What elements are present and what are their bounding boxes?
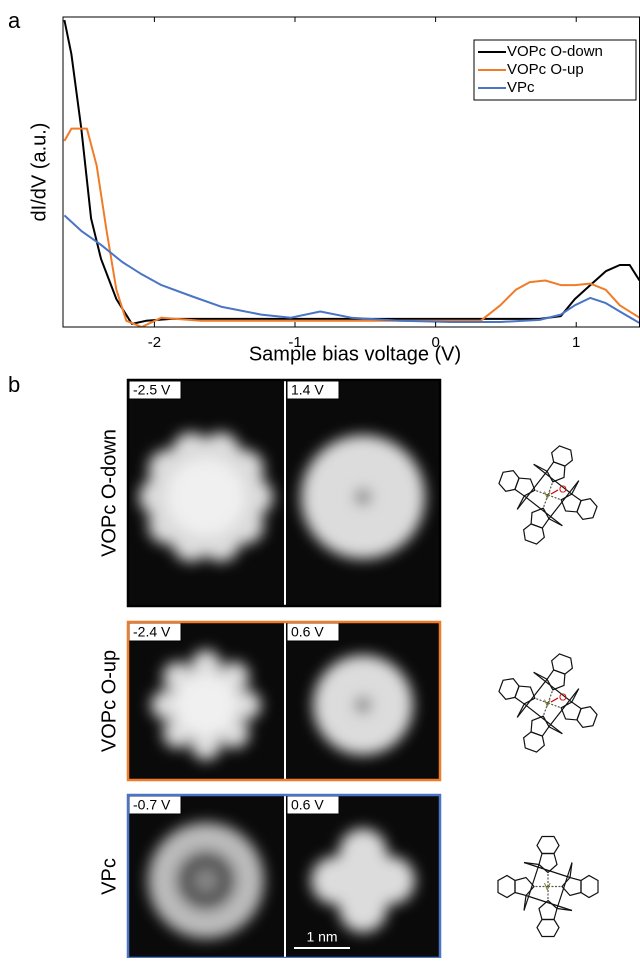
data-line	[63, 214, 640, 324]
bridge	[533, 671, 573, 703]
coord-bond	[542, 494, 549, 509]
atom-label: V	[544, 882, 551, 893]
stm-contrast	[301, 435, 425, 559]
atom-label: V	[544, 699, 551, 710]
bridge	[523, 495, 563, 527]
voltage-label: 0.6 V	[291, 797, 324, 813]
data-line	[63, 127, 640, 327]
core	[194, 868, 218, 893]
bridge	[523, 861, 571, 879]
lobe	[167, 458, 245, 536]
legend-label: VPc	[507, 79, 535, 96]
core	[355, 697, 371, 713]
molecule	[498, 653, 598, 753]
y-axis-label: dI/dV (a.u.)	[28, 123, 50, 222]
atom-label: V	[544, 491, 551, 502]
ring	[538, 852, 558, 874]
ring	[536, 918, 560, 938]
bridge	[523, 864, 540, 911]
atom-label: O	[559, 693, 567, 704]
ring	[551, 653, 574, 675]
x-tick-label: 0	[431, 334, 439, 351]
ring	[522, 523, 545, 545]
scale-bar-label: 1 nm	[306, 929, 337, 945]
legend-label: VOPc O-down	[507, 43, 603, 60]
ring	[497, 874, 516, 899]
data-line	[63, 19, 640, 325]
oxo-bond	[550, 697, 559, 703]
ring	[498, 677, 520, 700]
lobe	[339, 856, 387, 905]
lobe	[174, 673, 238, 737]
bridge	[516, 678, 548, 718]
voltage-label: -2.4 V	[133, 624, 171, 640]
lobe	[151, 690, 181, 720]
x-tick-label: -1	[288, 334, 301, 351]
panel-label: b	[8, 372, 20, 397]
row-label: VOPc O-down	[98, 429, 120, 557]
stm-contrast	[313, 655, 413, 755]
ring	[551, 445, 574, 467]
row-label: VPc	[98, 858, 120, 895]
molecule	[497, 835, 599, 938]
voltage-label: -2.5 V	[133, 382, 171, 398]
ring	[580, 874, 599, 899]
oxo-bond	[550, 489, 559, 495]
ring	[536, 835, 560, 855]
plot-area	[63, 19, 640, 327]
x-tick-label: -2	[148, 334, 161, 351]
image-frame	[126, 620, 442, 782]
bridge	[523, 703, 563, 735]
ring	[522, 731, 545, 753]
bridge	[548, 688, 580, 728]
panel-label: a	[8, 8, 21, 33]
lobe	[231, 690, 261, 720]
stm-contrast	[139, 432, 273, 562]
bridge	[525, 894, 573, 912]
x-axis-label: Sample bias voltage (V)	[249, 343, 461, 365]
bridge	[533, 463, 573, 495]
voltage-label: -0.7 V	[133, 797, 171, 813]
ring	[498, 469, 520, 492]
stm-contrast	[151, 650, 261, 760]
x-tick-label: 1	[572, 334, 580, 351]
bridge	[516, 470, 548, 510]
bridge	[556, 862, 573, 909]
lobe	[191, 650, 221, 680]
ring	[514, 876, 535, 897]
ring	[576, 706, 598, 729]
ring	[576, 498, 598, 521]
lobe	[191, 730, 221, 760]
ring	[538, 899, 558, 921]
row-label: VOPc O-up	[98, 650, 120, 752]
stm-contrast	[311, 828, 415, 933]
coord-bond	[547, 481, 554, 496]
stm-contrast	[148, 822, 264, 939]
ring	[561, 876, 582, 897]
bridge	[548, 480, 580, 520]
image-frame	[126, 378, 442, 608]
core	[355, 489, 371, 505]
legend-label: VOPc O-up	[507, 61, 584, 78]
atom-label: O	[559, 485, 567, 496]
voltage-label: 0.6 V	[291, 624, 324, 640]
voltage-label: 1.4 V	[291, 382, 324, 398]
